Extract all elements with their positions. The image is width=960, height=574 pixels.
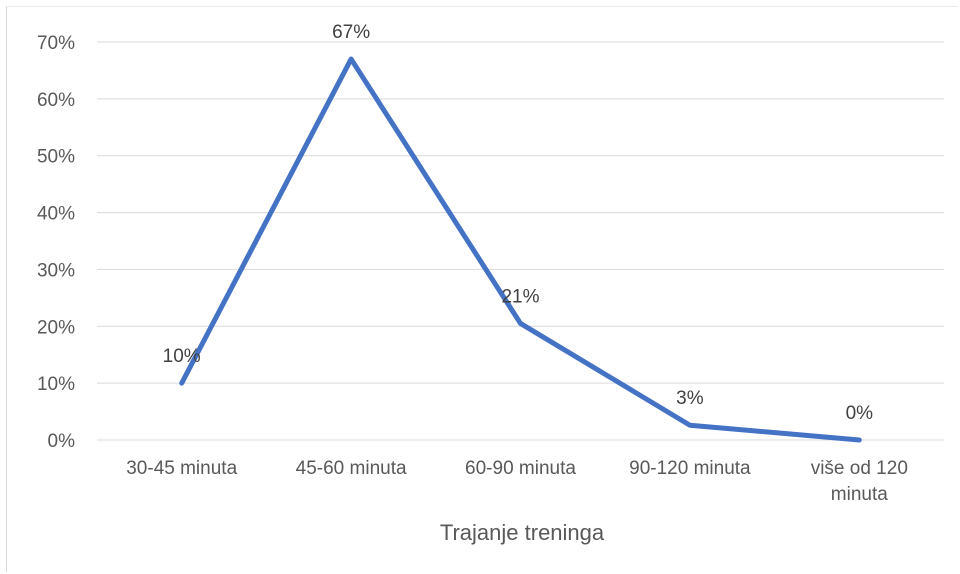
data-label: 21% [501, 286, 539, 307]
y-tick-label: 50% [37, 147, 75, 168]
x-axis-title: Trajanje treninga [440, 520, 605, 545]
data-label: 0% [846, 403, 874, 424]
y-tick-label: 70% [37, 33, 75, 54]
data-label: 67% [332, 22, 370, 43]
x-tick-label: više od 120 minuta [811, 458, 908, 505]
x-axis-tick-labels: 30-45 minuta 45-60 minuta 60-90 minuta 90-1… [126, 458, 908, 505]
y-axis-tick-labels: 0% 10% 20% 30% 40% 50% 60% 70% [37, 33, 75, 452]
x-tick-label: 45-60 minuta [296, 458, 407, 479]
x-tick-label: 30-45 minuta [126, 458, 237, 479]
x-tick-label: 90-120 minuta [629, 458, 751, 479]
chart-frame [6, 6, 958, 572]
y-tick-label: 0% [48, 431, 76, 452]
y-tick-label: 20% [37, 317, 75, 338]
data-label: 10% [163, 346, 201, 367]
y-tick-label: 40% [37, 204, 75, 225]
x-tick-label: 60-90 minuta [465, 458, 576, 479]
y-tick-label: 60% [37, 90, 75, 111]
data-labels: 10% 67% 21% 3% 0% [163, 22, 873, 424]
data-label: 3% [676, 388, 704, 409]
series-line [179, 56, 862, 443]
y-tick-label: 10% [37, 374, 75, 395]
y-tick-label: 30% [37, 260, 75, 281]
series-line-group [179, 56, 862, 443]
gridlines [97, 41, 944, 441]
